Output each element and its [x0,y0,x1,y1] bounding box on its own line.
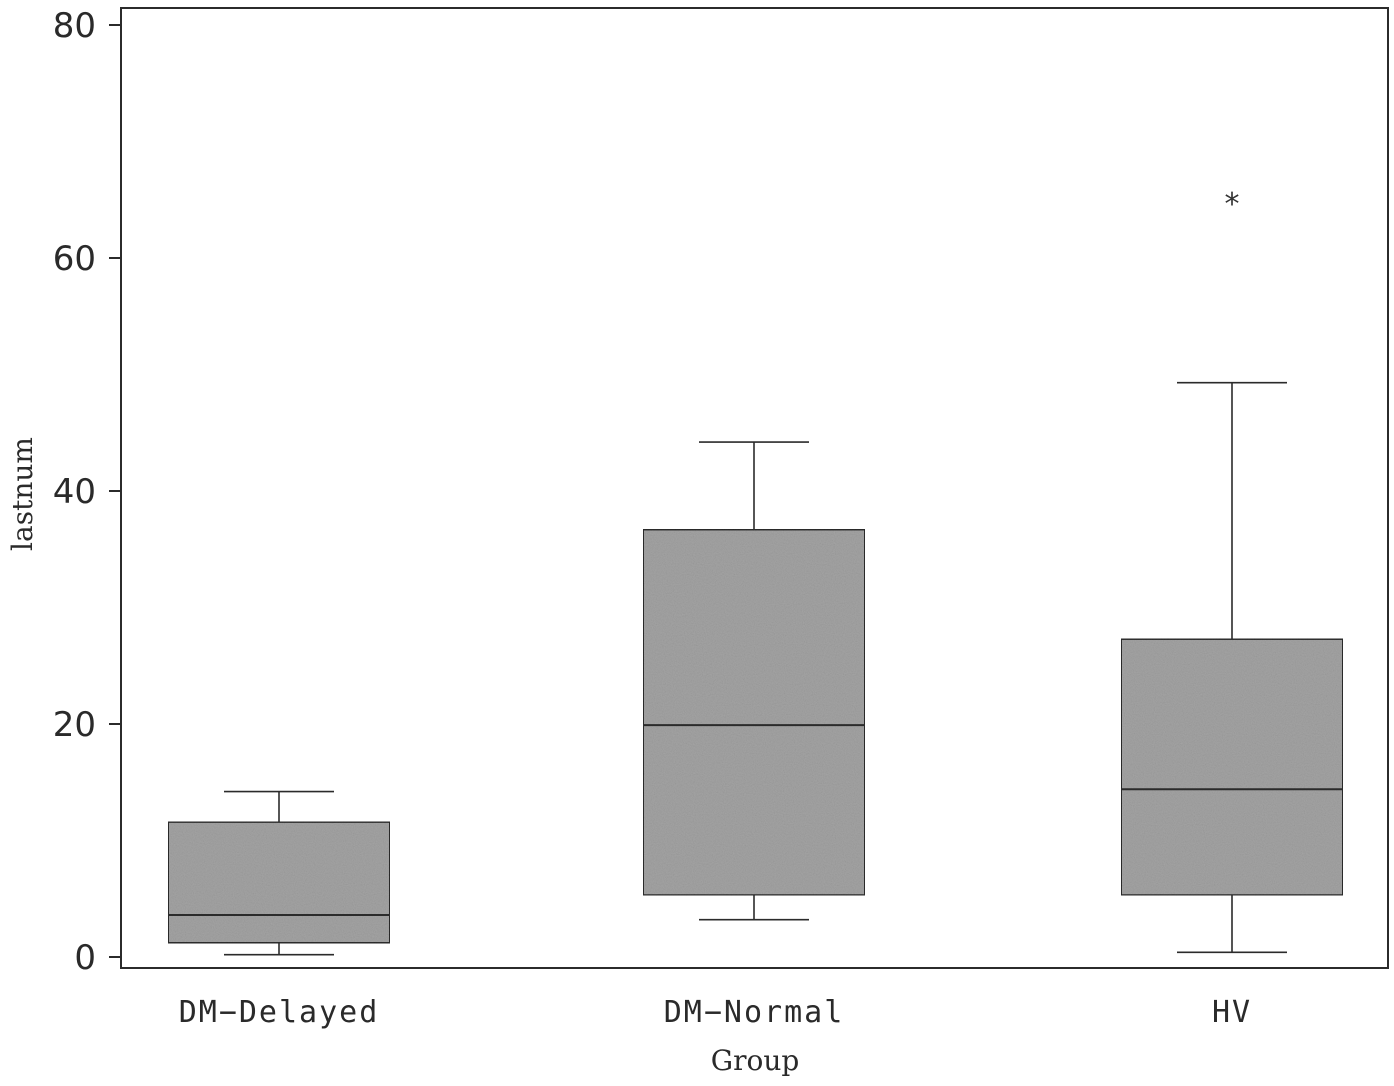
box-group [642,441,866,921]
y-axis: 0 20 40 60 80 [53,6,121,978]
y-axis-title: lastnum [6,437,39,551]
y-tick-label: 0 [74,938,96,978]
y-tick-label: 20 [53,705,96,745]
box-group [167,790,391,956]
x-axis: DM−Delayed DM−Normal HV [179,995,1252,1030]
plot-frame [120,7,1389,969]
iqr-box [642,528,866,897]
box-group: * [1120,187,1344,954]
x-category-label: DM−Delayed [179,995,380,1030]
y-tick-label: 40 [53,472,96,512]
x-axis-title: Group [711,1044,800,1077]
iqr-box [167,820,391,945]
boxes: * [167,187,1344,956]
y-tick-label: 60 [53,239,96,279]
outlier-marker: * [1225,187,1240,222]
y-tick-label: 80 [53,6,96,46]
x-category-label: DM−Normal [664,995,845,1030]
iqr-box [1120,637,1344,897]
x-category-label: HV [1212,995,1252,1030]
